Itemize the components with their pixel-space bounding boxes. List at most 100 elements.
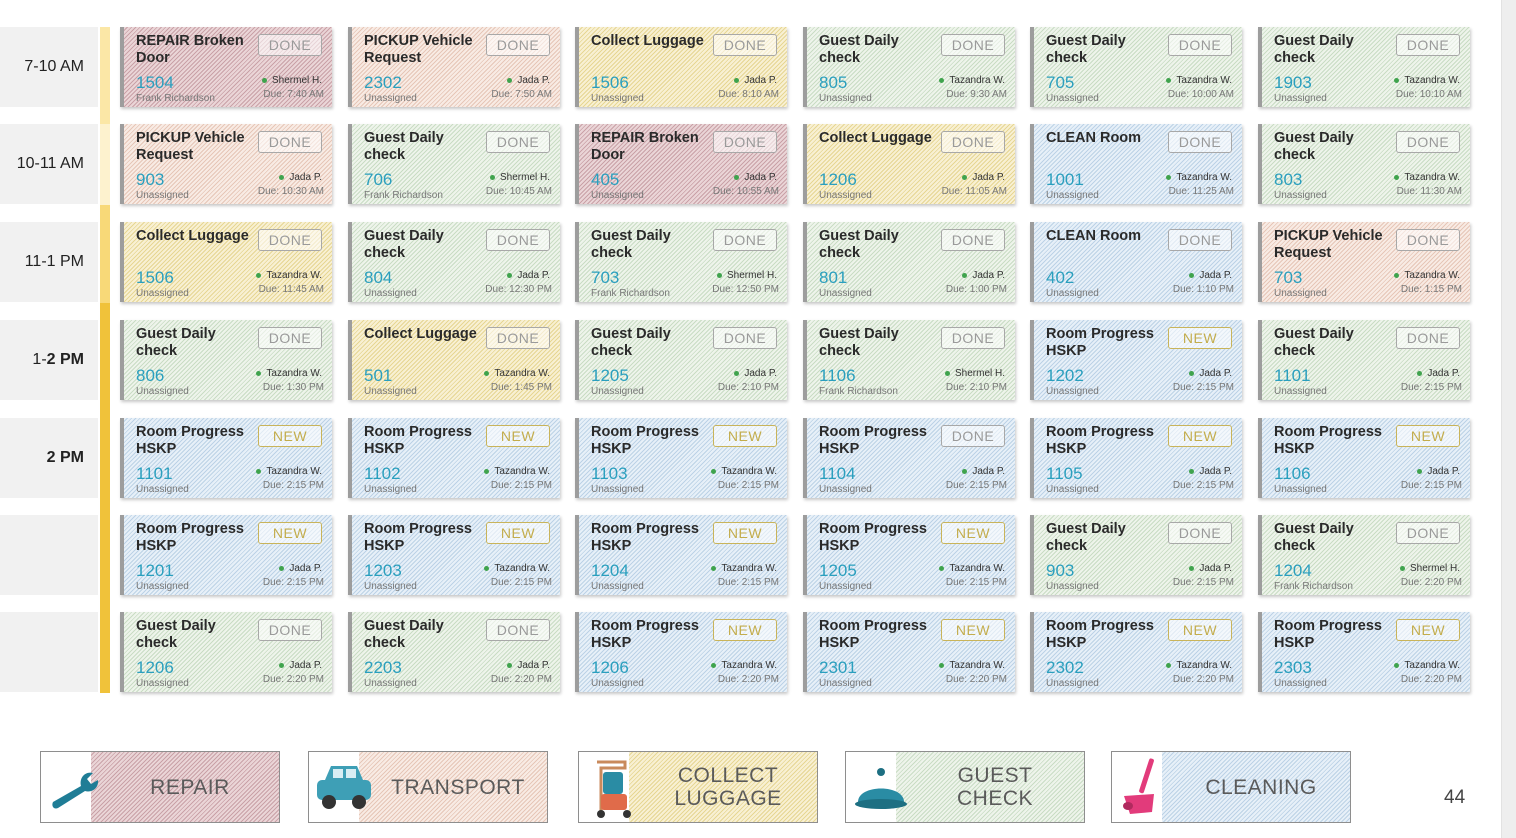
time-slot-label: 11-1 PM [0,222,98,302]
status-badge[interactable]: NEW [1168,425,1232,447]
task-card[interactable]: Room Progress HSKP NEW 2301 Tazandra W. Due:… [803,612,1015,692]
assignee: Unassigned [1046,581,1099,592]
status-badge[interactable]: DONE [1396,229,1460,251]
task-card[interactable]: Collect Luggage DONE 1206 Jada P. Due: 11:05… [803,124,1015,204]
task-card[interactable]: Guest Daily check DONE 706 Shermel H. Due: 1… [348,124,560,204]
task-card[interactable]: PICKUP Vehicle Request DONE 2302 Jada P. Due… [348,27,560,107]
legend-swatch [629,752,817,822]
task-card[interactable]: Room Progress HSKP NEW 1203 Tazandra W. Due:… [348,515,560,595]
status-badge[interactable]: DONE [713,327,777,349]
task-card[interactable]: Room Progress HSKP NEW 2303 Tazandra W. Due:… [1258,612,1470,692]
due-time: Due: 11:45 AM [258,284,324,295]
time-slot-text: 1- [32,351,47,368]
status-badge[interactable]: NEW [1396,619,1460,641]
status-badge[interactable]: NEW [713,619,777,641]
status-badge[interactable]: DONE [941,327,1005,349]
task-card[interactable]: Guest Daily check DONE 2203 Jada P. Due: 2:2… [348,612,560,692]
task-card[interactable]: Room Progress HSKP NEW 2302 Tazandra W. Due:… [1030,612,1242,692]
staff-name: Jada P. [962,172,1005,183]
room-number: 1506 [136,268,174,287]
status-badge[interactable]: DONE [713,131,777,153]
task-card[interactable]: Collect Luggage DONE 1506 Tazandra W. Due: 1… [120,222,332,302]
task-title: Room Progress HSKP [1046,326,1154,359]
task-card[interactable]: Guest Daily check DONE 804 Jada P. Due: 12:3… [348,222,560,302]
task-card[interactable]: Room Progress HSKP NEW 1102 Tazandra W. Due:… [348,418,560,498]
status-badge[interactable]: NEW [941,522,1005,544]
status-badge[interactable]: DONE [941,229,1005,251]
status-badge[interactable]: DONE [258,327,322,349]
status-badge[interactable]: DONE [486,131,550,153]
status-badge[interactable]: DONE [941,425,1005,447]
task-card[interactable]: Room Progress HSKP NEW 1204 Tazandra W. Due:… [575,515,787,595]
status-badge[interactable]: DONE [1168,522,1232,544]
task-card[interactable]: Guest Daily check DONE 1106 Shermel H. Due: … [803,320,1015,400]
status-badge[interactable]: DONE [486,327,550,349]
room-number: 1201 [136,561,174,580]
task-card[interactable]: Room Progress HSKP NEW 1205 Tazandra W. Due:… [803,515,1015,595]
status-badge[interactable]: NEW [258,425,322,447]
status-badge[interactable]: DONE [941,34,1005,56]
task-card[interactable]: Room Progress HSKP NEW 1202 Jada P. Due: 2:1… [1030,320,1242,400]
status-badge[interactable]: NEW [713,425,777,447]
task-card[interactable]: Room Progress HSKP NEW 1201 Jada P. Due: 2:1… [120,515,332,595]
status-badge[interactable]: NEW [1168,619,1232,641]
task-card[interactable]: CLEAN Room DONE 402 Jada P. Due: 1:10 PM Unas… [1030,222,1242,302]
task-card[interactable]: REPAIR Broken Door DONE 1504 Shermel H. Due:… [120,27,332,107]
status-badge[interactable]: DONE [486,34,550,56]
task-card[interactable]: Room Progress HSKP NEW 1101 Tazandra W. Due:… [120,418,332,498]
status-badge[interactable]: DONE [258,229,322,251]
status-badge[interactable]: DONE [1396,34,1460,56]
assignee: Unassigned [591,93,644,104]
task-card[interactable]: Guest Daily check DONE 1101 Jada P. Due: 2:1… [1258,320,1470,400]
task-card[interactable]: Guest Daily check DONE 903 Jada P. Due: 2:15… [1030,515,1242,595]
status-badge[interactable]: DONE [258,131,322,153]
status-badge[interactable]: DONE [1168,229,1232,251]
status-badge[interactable]: DONE [1396,522,1460,544]
task-card[interactable]: Guest Daily check DONE 801 Jada P. Due: 1:00… [803,222,1015,302]
status-badge[interactable]: DONE [1168,34,1232,56]
due-time: Due: 2:15 PM [490,480,552,491]
status-badge[interactable]: DONE [713,34,777,56]
status-badge[interactable]: DONE [713,229,777,251]
task-card[interactable]: Guest Daily check DONE 1204 Shermel H. Due: … [1258,515,1470,595]
status-badge[interactable]: NEW [258,522,322,544]
task-card[interactable]: Guest Daily check DONE 1205 Jada P. Due: 2:1… [575,320,787,400]
task-card[interactable]: Room Progress HSKP NEW 1105 Jada P. Due: 2:1… [1030,418,1242,498]
status-badge[interactable]: NEW [1396,425,1460,447]
scrollbar-track[interactable] [1501,0,1516,838]
status-badge[interactable]: NEW [713,522,777,544]
status-badge[interactable]: DONE [258,619,322,641]
task-card[interactable]: Guest Daily check DONE 806 Tazandra W. Due: … [120,320,332,400]
status-badge[interactable]: NEW [486,425,550,447]
status-badge[interactable]: DONE [1396,131,1460,153]
room-number: 1204 [1274,561,1312,580]
task-card[interactable]: Guest Daily check DONE 703 Shermel H. Due: 1… [575,222,787,302]
task-card[interactable]: REPAIR Broken Door DONE 405 Jada P. Due: 10:… [575,124,787,204]
task-card[interactable]: Guest Daily check DONE 1206 Jada P. Due: 2:2… [120,612,332,692]
legend-swatch [896,752,1084,822]
status-badge[interactable]: DONE [486,619,550,641]
status-badge[interactable]: DONE [258,34,322,56]
status-badge[interactable]: NEW [1168,327,1232,349]
task-card[interactable]: Room Progress HSKP NEW 1206 Tazandra W. Due:… [575,612,787,692]
status-badge[interactable]: DONE [1168,131,1232,153]
task-card[interactable]: Guest Daily check DONE 805 Tazandra W. Due: … [803,27,1015,107]
task-card[interactable]: Collect Luggage DONE 501 Tazandra W. Due: 1:… [348,320,560,400]
task-card[interactable]: Guest Daily check DONE 803 Tazandra W. Due: … [1258,124,1470,204]
task-card[interactable]: PICKUP Vehicle Request DONE 903 Jada P. Due:… [120,124,332,204]
status-badge[interactable]: DONE [941,131,1005,153]
task-card[interactable]: PICKUP Vehicle Request DONE 703 Tazandra W.… [1258,222,1470,302]
task-card[interactable]: Guest Daily check DONE 1903 Tazandra W. Due:… [1258,27,1470,107]
task-card[interactable]: Room Progress HSKP NEW 1103 Tazandra W. Due:… [575,418,787,498]
task-card[interactable]: Guest Daily check DONE 705 Tazandra W. Due: … [1030,27,1242,107]
task-card[interactable]: Room Progress HSKP DONE 1104 Jada P. Due: 2:… [803,418,1015,498]
status-badge[interactable]: NEW [941,619,1005,641]
assignee: Unassigned [1046,678,1099,689]
legend-item-transport: TRANSPORT [308,751,548,823]
task-card[interactable]: Room Progress HSKP NEW 1106 Jada P. Due: 2:1… [1258,418,1470,498]
task-card[interactable]: Collect Luggage DONE 1506 Jada P. Due: 8:10 … [575,27,787,107]
status-badge[interactable]: NEW [486,522,550,544]
status-badge[interactable]: DONE [486,229,550,251]
task-card[interactable]: CLEAN Room DONE 1001 Tazandra W. Due: 11:25 … [1030,124,1242,204]
status-badge[interactable]: DONE [1396,327,1460,349]
